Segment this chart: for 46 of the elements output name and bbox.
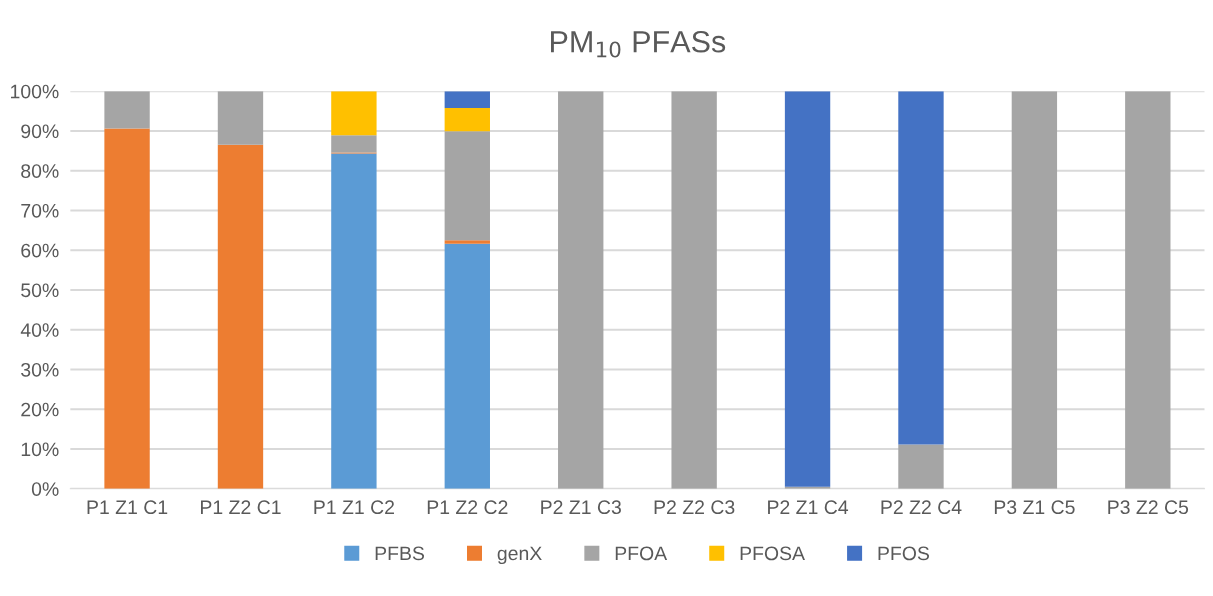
y-tick-label: 60%: [21, 243, 59, 258]
legend-label: PFOSA: [740, 546, 805, 561]
x-tick-label: P3 Z2 C5: [1108, 500, 1189, 515]
bar: [444, 240, 490, 244]
bar: [1011, 91, 1058, 489]
x-tick-label: P3 Z1 C5: [994, 500, 1075, 515]
x-tick-label: P1 Z2 C2: [427, 500, 508, 515]
x-tick-label: P2 Z2 C3: [654, 500, 735, 515]
bar: [671, 91, 717, 489]
bar: [898, 91, 944, 445]
y-tick-label: 10%: [21, 442, 59, 457]
x-tick-label: P2 Z2 C4: [881, 500, 962, 515]
y-tick-label: 80%: [21, 164, 59, 178]
bar: [331, 135, 377, 153]
y-tick-label: 70%: [21, 203, 59, 218]
bar: [558, 91, 604, 489]
bar: [1125, 91, 1171, 489]
y-tick-label: 30%: [21, 362, 59, 377]
bar: [784, 91, 831, 487]
y-tick-label: 40%: [20, 323, 59, 337]
y-tick-label: 20%: [21, 402, 59, 417]
y-tick-label: 0%: [31, 482, 59, 496]
legend-label: genX: [497, 546, 542, 565]
bar: [898, 444, 944, 489]
x-tick-label: P1 Z1 C1: [87, 500, 168, 515]
y-tick-label: 90%: [21, 124, 59, 139]
x-tick-label: P2 Z1 C4: [768, 500, 849, 515]
bar: [444, 243, 490, 489]
bar: [217, 91, 264, 145]
bar: [217, 144, 264, 489]
chart-title: PM$_{10}$ PFASs: [551, 30, 726, 58]
legend-label: PFOS: [878, 546, 929, 561]
bar: [104, 91, 150, 129]
x-tick-label: P2 Z1 C3: [541, 500, 621, 515]
y-tick-label: 100%: [11, 84, 59, 99]
bar: [444, 91, 490, 108]
bar: [444, 131, 490, 241]
bar: [331, 153, 377, 489]
x-tick-label: P1 Z1 C2: [314, 500, 394, 515]
legend-label: PFBS: [375, 546, 425, 561]
y-tick-label: 50%: [21, 283, 59, 298]
bar: [104, 128, 150, 489]
x-tick-label: P1 Z2 C1: [201, 500, 281, 515]
bar: [444, 107, 490, 132]
legend-label: PFOA: [615, 546, 668, 561]
bar: [331, 91, 377, 136]
